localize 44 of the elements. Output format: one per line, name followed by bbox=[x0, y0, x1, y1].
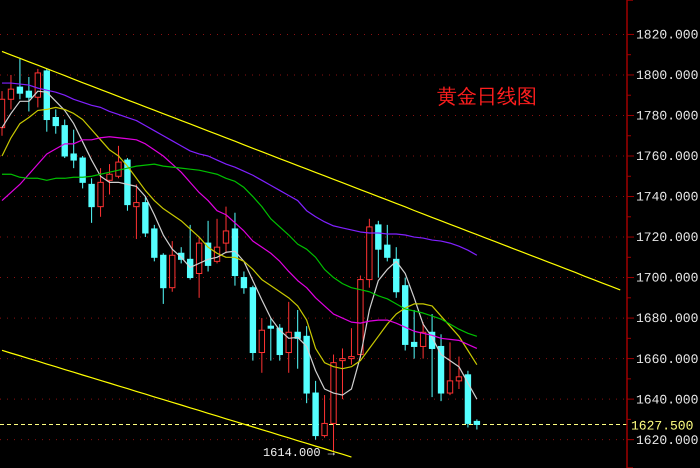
line-series bbox=[1, 82, 478, 256]
candlestick bbox=[339, 348, 346, 400]
candlestick bbox=[303, 326, 310, 404]
candlestick bbox=[420, 322, 426, 360]
candlestick bbox=[97, 168, 104, 218]
y-tick-label: 1680.000 bbox=[636, 311, 698, 326]
y-tick-label: 1800.000 bbox=[636, 68, 698, 84]
candlestick bbox=[106, 164, 113, 195]
line-series bbox=[1, 50, 621, 291]
candlestick bbox=[438, 334, 444, 402]
candlestick bbox=[70, 129, 77, 169]
candlestick bbox=[330, 354, 337, 452]
candlestick bbox=[26, 76, 32, 112]
candlestick bbox=[88, 178, 95, 224]
candlestick bbox=[366, 218, 373, 288]
candlestick bbox=[133, 184, 140, 240]
candlestick bbox=[8, 74, 14, 110]
y-tick-label: 1740.000 bbox=[636, 190, 698, 205]
candlestick bbox=[348, 328, 355, 366]
candlestick bbox=[402, 277, 408, 351]
line-series bbox=[1, 136, 478, 350]
line-series bbox=[1, 106, 478, 370]
ref-line-label: 1627.500 bbox=[631, 418, 694, 434]
candlestick bbox=[410, 309, 418, 360]
line-series bbox=[1, 350, 352, 458]
annotation: 1614.000 → bbox=[262, 446, 336, 460]
candlestick bbox=[258, 318, 266, 374]
y-tick-label: 1780.000 bbox=[636, 108, 698, 124]
y-tick-label: 1640.000 bbox=[636, 392, 698, 408]
candlestick bbox=[52, 108, 59, 134]
candlestick bbox=[16, 58, 24, 100]
candlestick bbox=[286, 301, 292, 374]
y-tick-label: 1820.000 bbox=[636, 28, 698, 43]
y-tick-label: 1760.000 bbox=[636, 149, 698, 164]
text: 黄金日线图 bbox=[437, 84, 537, 108]
candlestick bbox=[204, 220, 212, 272]
candlestick bbox=[456, 356, 462, 390]
y-tick-label: 1720.000 bbox=[636, 230, 698, 246]
y-tick-label: 1660.000 bbox=[636, 352, 698, 367]
candlestick bbox=[240, 270, 248, 294]
y-tick-label: 1700.000 bbox=[636, 270, 698, 286]
candlestick bbox=[160, 252, 166, 304]
y-tick-label: 1620.000 bbox=[636, 432, 698, 448]
candlestick bbox=[393, 246, 400, 298]
